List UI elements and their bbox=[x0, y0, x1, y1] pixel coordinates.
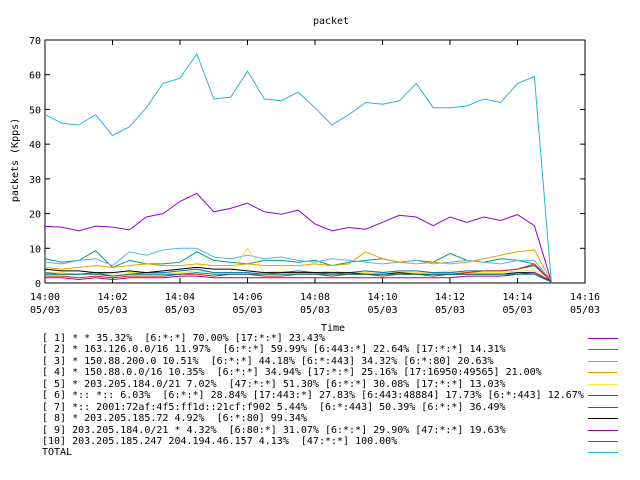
legend-entry-label: [ 5] * 203.205.184.0/21 7.02% [47:*:*] 5… bbox=[42, 378, 506, 390]
legend-entry: [ 9] 203.205.184.0/21 * 4.32% [6:80:*] 3… bbox=[36, 425, 636, 436]
y-tick-label: 0 bbox=[35, 279, 41, 290]
y-tick-label: 40 bbox=[29, 140, 41, 151]
plot-area-frame bbox=[44, 39, 586, 284]
chart-title: packet bbox=[313, 16, 349, 27]
legend-swatch bbox=[588, 429, 618, 431]
x-axis-ticks: 14:00 05/03 14:02 05/03 14:04 05/03 14:06 05/03… bbox=[30, 40, 600, 316]
legend-entry: [ 5] * 203.205.184.0/21 7.02% [47:*:*] 5… bbox=[36, 379, 636, 390]
y-tick-label: 10 bbox=[29, 244, 41, 255]
x-tick-label-date: 05/03 bbox=[502, 305, 532, 316]
legend-entry: [ 8] * 203.205.185.72 4.92% [6:*:80] 99.… bbox=[36, 413, 636, 424]
legend-swatch bbox=[588, 395, 618, 397]
legend-swatch bbox=[588, 418, 618, 420]
y-axis-ticks: 0 10 20 30 40 50 60 70 bbox=[29, 36, 585, 290]
legend-swatch bbox=[588, 452, 618, 454]
y-tick-label: 20 bbox=[29, 210, 41, 221]
legend-swatch bbox=[588, 440, 618, 442]
legend-entry: TOTAL bbox=[36, 447, 636, 458]
legend-entry-label: [10] 203.205.185.247 204.194.46.157 4.13… bbox=[42, 435, 398, 447]
series-line-9 bbox=[45, 272, 552, 282]
x-tick-label-date: 05/03 bbox=[30, 305, 60, 316]
x-tick-label-time: 14:02 bbox=[97, 292, 127, 303]
legend-entry-label: [ 6] *:: *:: 6.03% [6:*:*] 28.84% [17:44… bbox=[42, 390, 584, 402]
x-tick-label-date: 05/03 bbox=[300, 305, 330, 316]
x-tick-label-time: 14:16 bbox=[570, 292, 600, 303]
legend-entry-label: [ 8] * 203.205.185.72 4.92% [6:*:80] 99.… bbox=[42, 413, 307, 425]
legend-entry-label: [ 1] * * 35.32% [6:*:*] 70.00% [17:*:*] … bbox=[42, 333, 325, 344]
legend-entry-label: TOTAL bbox=[42, 447, 73, 459]
legend-entry-label: [ 4] * 150.88.0.0/16 10.35% [6:*:*] 34.9… bbox=[42, 367, 542, 379]
x-tick-label-time: 14:12 bbox=[435, 292, 465, 303]
y-tick-label: 30 bbox=[29, 175, 41, 186]
legend-entry: [ 1] * * 35.32% [6:*:*] 70.00% [17:*:*] … bbox=[36, 333, 636, 344]
x-tick-label-date: 05/03 bbox=[97, 305, 127, 316]
x-tick-label-time: 14:14 bbox=[502, 292, 532, 303]
legend-entry: [ 6] *:: *:: 6.03% [6:*:*] 28.84% [17:44… bbox=[36, 390, 636, 401]
legend-entry: [ 2] * 163.126.0.0/16 11.97% [6:*:*] 59.… bbox=[36, 344, 636, 355]
x-axis-label: Time bbox=[321, 323, 345, 334]
legend: [ 1] * * 35.32% [6:*:*] 70.00% [17:*:*] … bbox=[36, 333, 636, 459]
legend-swatch bbox=[588, 338, 618, 339]
x-tick-label-date: 05/03 bbox=[435, 305, 465, 316]
legend-entry: [10] 203.205.185.247 204.194.46.157 4.13… bbox=[36, 436, 636, 447]
y-tick-label: 50 bbox=[29, 105, 41, 116]
series-lines bbox=[44, 52, 552, 283]
x-tick-label-time: 14:04 bbox=[165, 292, 195, 303]
legend-entry-label: [ 9] 203.205.184.0/21 * 4.32% [6:80:*] 3… bbox=[42, 424, 506, 436]
legend-entry: [ 4] * 150.88.0.0/16 10.35% [6:*:*] 34.9… bbox=[36, 367, 636, 378]
x-tick-label-date: 05/03 bbox=[367, 305, 397, 316]
legend-swatch bbox=[588, 360, 618, 362]
legend-swatch bbox=[588, 349, 618, 351]
legend-entry: [ 3] * 150.88.200.0 10.51% [6:*:*] 44.18… bbox=[36, 356, 636, 367]
x-tick-label-time: 14:08 bbox=[300, 292, 330, 303]
legend-swatch bbox=[588, 383, 618, 385]
x-tick-label-date: 05/03 bbox=[232, 305, 262, 316]
legend-swatch bbox=[588, 372, 618, 374]
series-line-1 bbox=[44, 192, 552, 282]
series-line-11 bbox=[44, 52, 552, 282]
legend-swatch bbox=[588, 406, 618, 408]
x-tick-label-date: 05/03 bbox=[570, 305, 600, 316]
y-tick-label: 60 bbox=[29, 71, 41, 82]
legend-entry: [ 7] *:: 2001:72af:4f5:ff1d::21cf:f902 5… bbox=[36, 402, 636, 413]
series-line-10 bbox=[45, 272, 552, 283]
legend-entry-label: [ 2] * 163.126.0.0/16 11.97% [6:*:*] 59.… bbox=[42, 344, 506, 356]
series-line-4 bbox=[44, 249, 552, 282]
series-line-3 bbox=[44, 247, 552, 282]
x-tick-label-time: 14:10 bbox=[367, 292, 397, 303]
y-tick-label: 70 bbox=[29, 36, 41, 47]
legend-entry-label: [ 7] *:: 2001:72af:4f5:ff1d::21cf:f902 5… bbox=[42, 401, 506, 413]
y-axis-label: packets (Kpps) bbox=[10, 118, 21, 202]
x-tick-label-date: 05/03 bbox=[165, 305, 195, 316]
legend-entry-label: [ 3] * 150.88.200.0 10.51% [6:*:*] 44.18… bbox=[42, 355, 494, 367]
x-tick-label-time: 14:00 bbox=[30, 292, 60, 303]
x-tick-label-time: 14:06 bbox=[232, 292, 262, 303]
